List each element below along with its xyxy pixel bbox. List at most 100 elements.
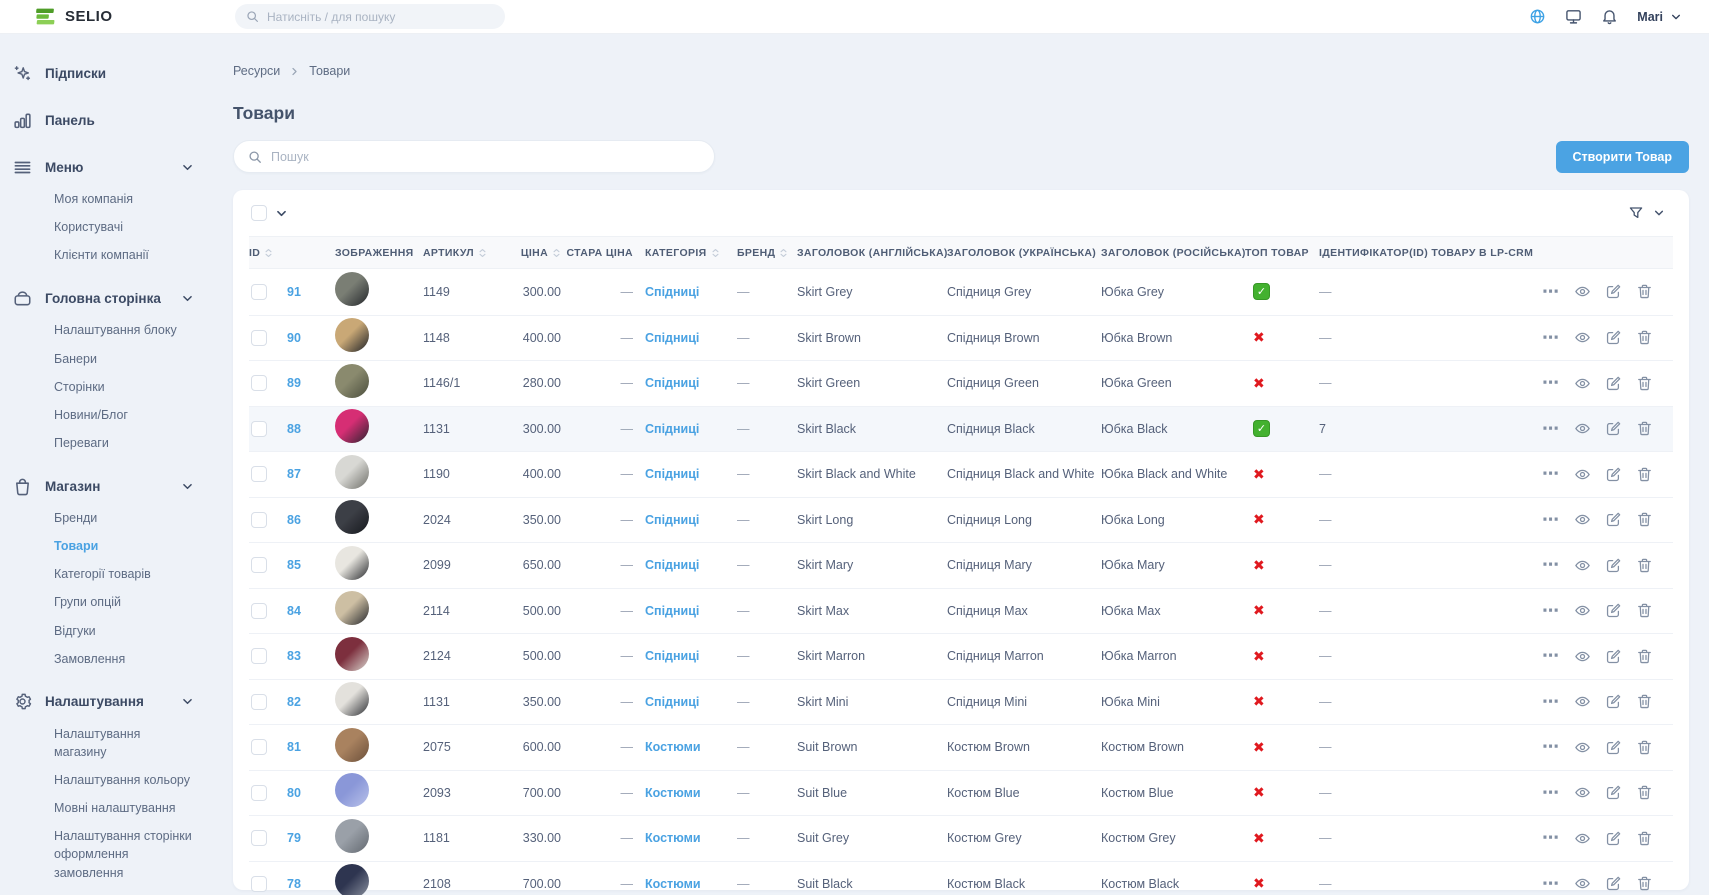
row-view-button[interactable] [1574, 466, 1591, 483]
sort-icon[interactable] [264, 247, 273, 259]
product-category-link[interactable]: Спідниці [645, 330, 700, 345]
row-edit-button[interactable] [1605, 466, 1622, 483]
product-image[interactable] [335, 454, 369, 489]
row-edit-button[interactable] [1605, 420, 1622, 437]
product-image[interactable] [335, 818, 369, 853]
row-view-button[interactable] [1574, 830, 1591, 847]
row-view-button[interactable] [1574, 784, 1591, 801]
globe-icon[interactable] [1529, 8, 1546, 25]
product-image[interactable] [335, 864, 369, 895]
row-edit-button[interactable] [1605, 557, 1622, 574]
sidebar-subitem[interactable]: Сторінки [54, 379, 105, 394]
global-search-input[interactable] [267, 9, 494, 24]
sidebar-item-gear[interactable]: Налаштування [13, 689, 194, 715]
row-delete-button[interactable] [1636, 602, 1653, 619]
row-delete-button[interactable] [1636, 466, 1653, 483]
row-view-button[interactable] [1574, 602, 1591, 619]
product-id-link[interactable]: 82 [287, 694, 301, 709]
sidebar-item-bar-chart[interactable]: Панель [13, 107, 194, 133]
row-edit-button[interactable] [1605, 693, 1622, 710]
row-edit-button[interactable] [1605, 784, 1622, 801]
sort-icon[interactable] [552, 247, 561, 259]
select-all-control[interactable] [251, 205, 288, 221]
row-delete-button[interactable] [1636, 283, 1653, 300]
product-image[interactable] [335, 363, 369, 398]
row-checkbox[interactable] [251, 648, 267, 665]
product-category-link[interactable]: Костюми [645, 876, 701, 891]
row-more-button[interactable]: ⋯ [1542, 555, 1560, 575]
row-delete-button[interactable] [1636, 648, 1653, 665]
row-delete-button[interactable] [1636, 693, 1653, 710]
row-view-button[interactable] [1574, 283, 1591, 300]
row-checkbox[interactable] [251, 830, 267, 847]
sidebar-subitem[interactable]: Налаштування сторінки оформлення замовле… [54, 829, 192, 880]
row-view-button[interactable] [1574, 739, 1591, 756]
product-id-link[interactable]: 79 [287, 831, 301, 846]
monitor-icon[interactable] [1565, 8, 1582, 25]
row-view-button[interactable] [1574, 420, 1591, 437]
row-checkbox[interactable] [251, 283, 267, 300]
product-image[interactable] [335, 545, 369, 580]
row-more-button[interactable]: ⋯ [1542, 464, 1560, 484]
product-category-link[interactable]: Спідниці [645, 603, 700, 618]
row-more-button[interactable]: ⋯ [1542, 281, 1560, 301]
sidebar-subitem[interactable]: Налаштування скриптів [54, 892, 194, 895]
product-category-link[interactable]: Спідниці [645, 284, 700, 299]
column-header[interactable]: ID [249, 247, 335, 259]
sidebar-subitem[interactable]: Мовні налаштування [54, 801, 176, 816]
product-image[interactable] [335, 409, 369, 444]
breadcrumb-item[interactable]: Ресурси [233, 64, 281, 78]
global-search[interactable] [235, 4, 505, 29]
row-delete-button[interactable] [1636, 875, 1653, 892]
row-delete-button[interactable] [1636, 329, 1653, 346]
row-view-button[interactable] [1574, 329, 1591, 346]
row-delete-button[interactable] [1636, 420, 1653, 437]
sidebar-item-menu[interactable]: Меню [13, 154, 194, 180]
chevron-down-icon[interactable] [275, 207, 288, 220]
row-view-button[interactable] [1574, 648, 1591, 665]
row-checkbox[interactable] [251, 739, 267, 756]
row-checkbox[interactable] [251, 557, 267, 574]
row-delete-button[interactable] [1636, 511, 1653, 528]
breadcrumb-item[interactable]: Товари [309, 64, 351, 78]
product-id-link[interactable]: 90 [287, 330, 301, 345]
row-checkbox[interactable] [251, 784, 267, 801]
product-category-link[interactable]: Спідниці [645, 467, 700, 482]
product-id-link[interactable]: 88 [287, 421, 301, 436]
row-edit-button[interactable] [1605, 648, 1622, 665]
product-id-link[interactable]: 86 [287, 512, 301, 527]
row-checkbox[interactable] [251, 511, 267, 528]
product-category-link[interactable]: Спідниці [645, 512, 700, 527]
row-checkbox[interactable] [251, 420, 267, 437]
product-id-link[interactable]: 80 [287, 785, 301, 800]
row-edit-button[interactable] [1605, 511, 1622, 528]
sidebar-subitem[interactable]: Бренди [54, 511, 98, 525]
product-id-link[interactable]: 81 [287, 740, 301, 755]
product-category-link[interactable]: Спідниці [645, 376, 700, 391]
product-image[interactable] [335, 682, 369, 717]
products-search[interactable] [233, 140, 715, 173]
row-checkbox[interactable] [251, 602, 267, 619]
row-checkbox[interactable] [251, 375, 267, 392]
product-id-link[interactable]: 87 [287, 467, 301, 482]
sidebar-subitem[interactable]: Новини/Блог [54, 407, 128, 422]
sort-icon[interactable] [711, 247, 720, 259]
product-id-link[interactable]: 91 [287, 284, 301, 299]
sidebar-subitem[interactable]: Налаштування кольору [54, 773, 190, 787]
product-category-link[interactable]: Костюми [645, 831, 701, 846]
product-image[interactable] [335, 318, 369, 353]
row-view-button[interactable] [1574, 557, 1591, 574]
row-more-button[interactable]: ⋯ [1542, 646, 1560, 666]
sidebar-item-bag[interactable]: Магазин [13, 473, 194, 499]
column-header[interactable]: АРТИКУЛ [423, 247, 507, 259]
sort-icon[interactable] [478, 247, 487, 259]
row-view-button[interactable] [1574, 693, 1591, 710]
column-header[interactable]: ЦІНА [507, 247, 573, 259]
sidebar-item-sparkles[interactable]: Підписки [13, 60, 194, 86]
select-all-checkbox[interactable] [251, 205, 267, 221]
row-more-button[interactable]: ⋯ [1542, 737, 1560, 757]
row-delete-button[interactable] [1636, 375, 1653, 392]
row-delete-button[interactable] [1636, 739, 1653, 756]
sidebar-subitem[interactable]: Групи опцій [54, 595, 121, 610]
row-view-button[interactable] [1574, 375, 1591, 392]
